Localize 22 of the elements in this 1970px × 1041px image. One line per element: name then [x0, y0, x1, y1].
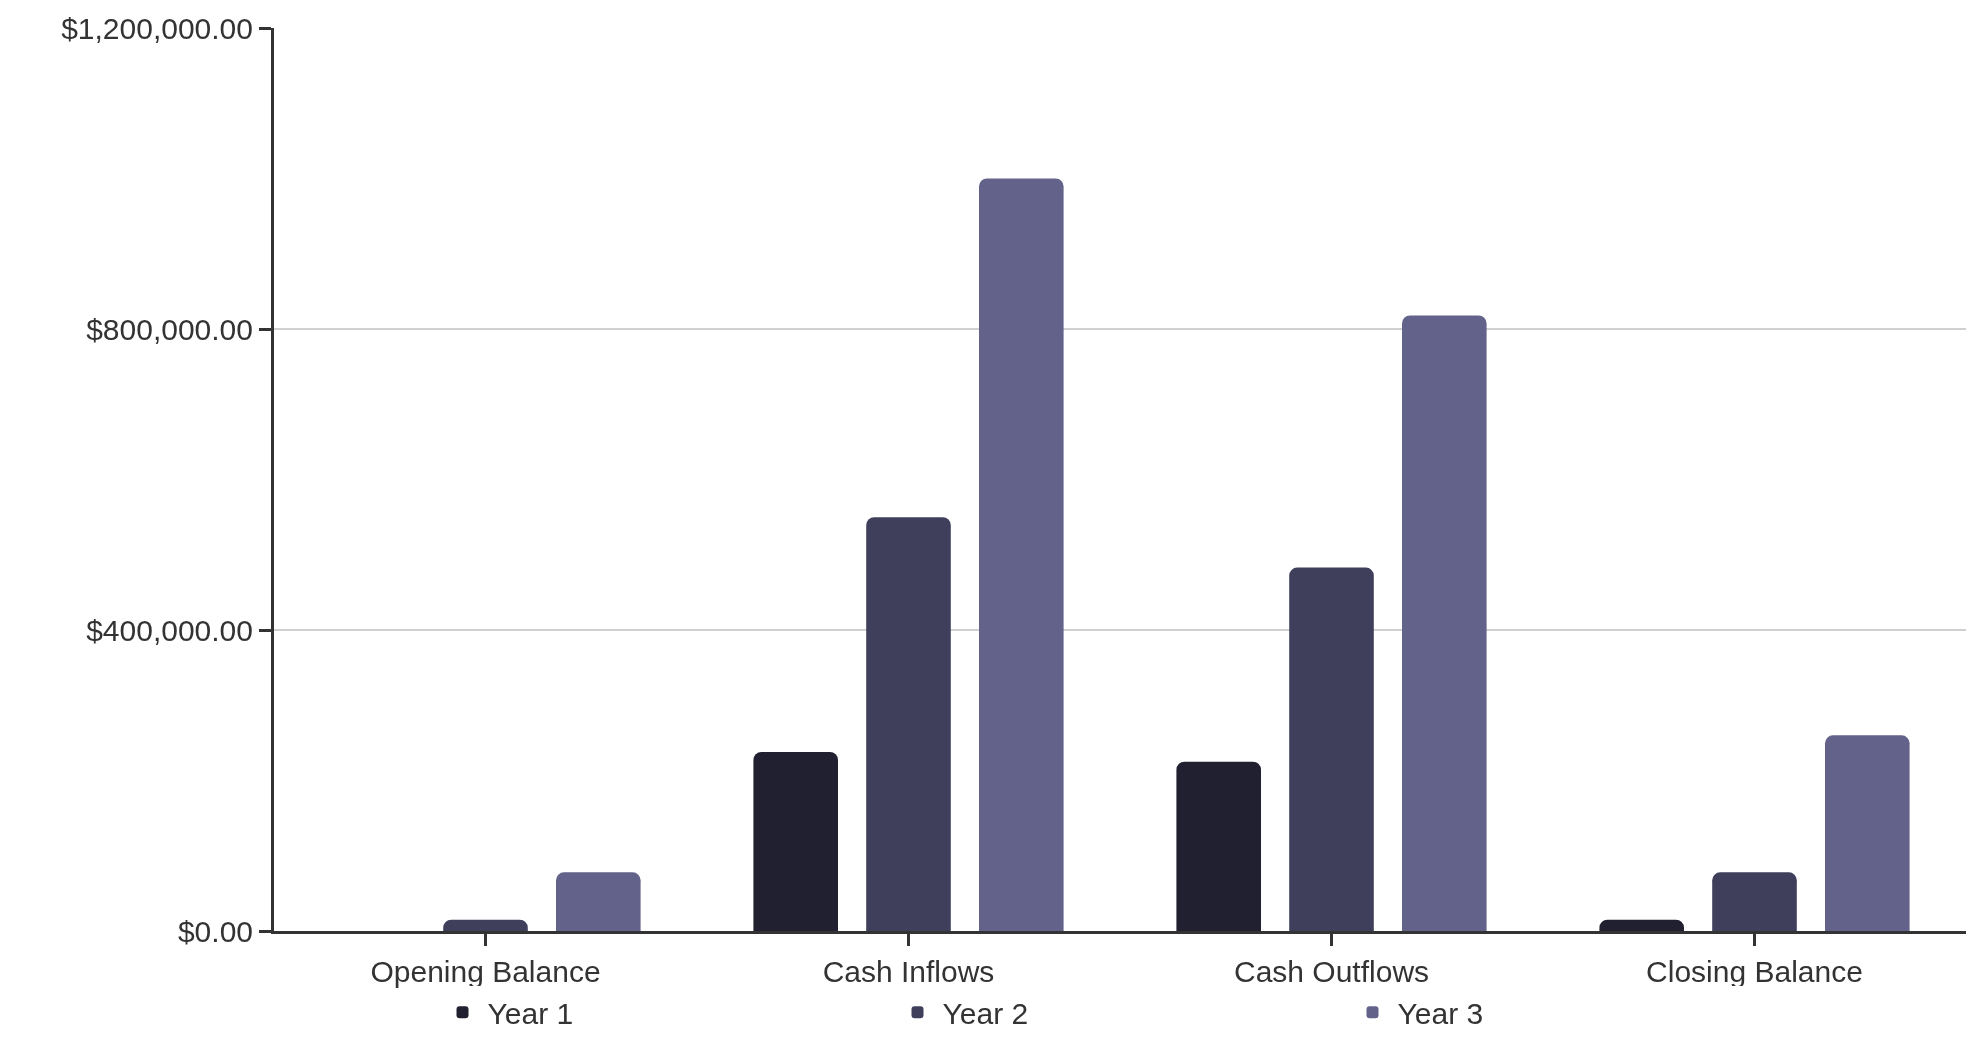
x-tick-label: Cash Inflows [822, 955, 995, 988]
y-tick-label: $1,200,000.00 [61, 11, 253, 45]
bar [1599, 919, 1684, 931]
bar [753, 751, 838, 931]
bar [1712, 872, 1797, 931]
x-tick-label: Opening Balance [370, 955, 601, 988]
legend-label: Year 2 [942, 996, 1029, 1030]
bar [1289, 567, 1374, 931]
y-tick-label: $0.00 [177, 914, 253, 948]
x-tick-label: Cash Outflows [1233, 955, 1430, 988]
legend-label: Year 3 [1397, 996, 1484, 1030]
bar [556, 872, 641, 931]
bar [979, 178, 1064, 931]
bar [866, 517, 951, 931]
x-tick-label: Closing Balance [1646, 955, 1863, 988]
legend-label: Year 1 [487, 996, 574, 1030]
y-tick-label: $400,000.00 [86, 613, 253, 647]
y-tick-label: $800,000.00 [86, 312, 253, 346]
bar [1402, 315, 1487, 931]
bar [1176, 761, 1261, 931]
bar [1825, 735, 1910, 931]
bar [443, 919, 528, 931]
